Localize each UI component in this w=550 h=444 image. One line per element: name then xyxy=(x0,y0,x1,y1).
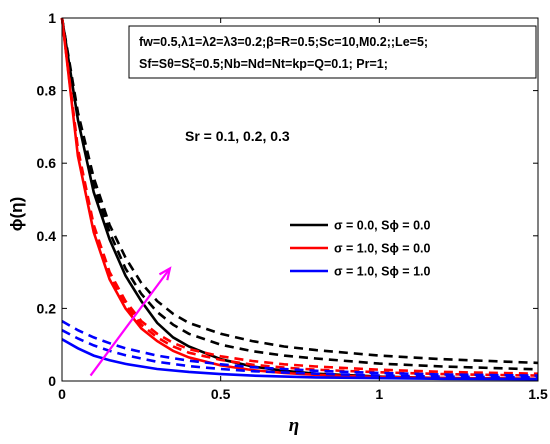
x-tick-label-0: 0 xyxy=(58,386,66,402)
series-line-6 xyxy=(60,17,539,375)
x-axis-label: η xyxy=(289,415,299,436)
legend-label-3: σ = 1.0, Sϕ = 1.0 xyxy=(334,265,430,279)
legend-label-1: σ = 0.0, Sϕ = 0.0 xyxy=(334,219,430,233)
series-line-5 xyxy=(60,17,539,377)
series-line-3 xyxy=(60,17,539,365)
axes: 0 0.5 1 1.5 0 0.2 0.4 0.6 0.8 1 xyxy=(37,10,548,402)
sr-arrow-shaft xyxy=(89,267,171,377)
series-line-2 xyxy=(60,17,539,371)
legend: σ = 0.0, Sϕ = 0.0 σ = 1.0, Sϕ = 0.0 σ = 1.… xyxy=(290,219,430,279)
y-tick-label-5: 1 xyxy=(48,10,56,26)
series-line-9 xyxy=(61,319,539,377)
legend-label-2: σ = 1.0, Sϕ = 0.0 xyxy=(334,242,430,256)
x-tick-label-1: 0.5 xyxy=(211,386,231,402)
y-tick-label-1: 0.2 xyxy=(37,300,57,316)
parameter-box xyxy=(128,25,537,79)
parameter-line-1: fw=0.5,λ1=λ2=λ3=0.2;β=R=0.5;Sc=10,M0.2;;… xyxy=(139,35,428,49)
x-tick-label-3: 1.5 xyxy=(528,386,548,402)
y-tick-label-3: 0.6 xyxy=(37,155,57,171)
y-tick-label-0: 0 xyxy=(48,373,56,389)
y-axis-label: ϕ(η) xyxy=(7,197,26,231)
sr-annotation: Sr = 0.1, 0.2, 0.3 xyxy=(185,128,290,144)
axes-frame xyxy=(61,17,539,382)
series-line-8 xyxy=(61,329,539,379)
x-tick-label-2: 1 xyxy=(375,386,383,402)
parameter-line-2: Sf=Sθ=Sξ=0.5;Nb=Nd=Nt=kp=Q=0.1; Pr=1; xyxy=(139,57,388,71)
y-tick-label-2: 0.4 xyxy=(37,228,57,244)
sr-arrow-head xyxy=(158,266,172,281)
y-tick-label-4: 0.8 xyxy=(37,83,57,99)
